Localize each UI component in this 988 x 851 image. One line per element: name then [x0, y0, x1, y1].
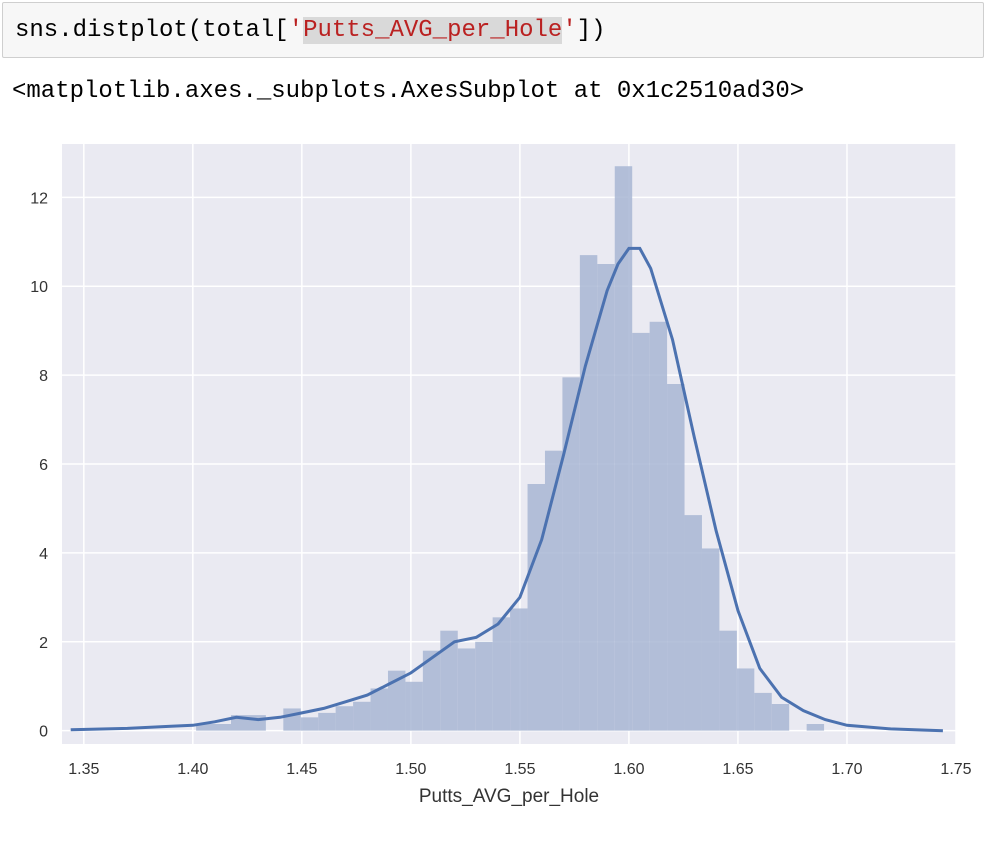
histogram-bar — [701, 548, 720, 731]
code-cell[interactable]: sns.distplot(total['Putts_AVG_per_Hole']… — [2, 2, 984, 58]
plot-output: 1.35 1.40 1.45 1.50 1.55 1.60 1.65 1.70 1.75 0 2 4… — [0, 130, 988, 846]
histogram-bars — [196, 166, 825, 731]
y-tick-label: 12 — [30, 190, 48, 207]
code-string-quote-close: ' — [562, 17, 577, 44]
histogram-bar — [649, 321, 668, 731]
histogram-bar — [614, 166, 633, 731]
histogram-bar — [196, 724, 231, 731]
x-tick-label: 1.35 — [68, 761, 99, 778]
y-tick-label: 0 — [39, 724, 48, 741]
y-tick-label: 6 — [39, 457, 48, 474]
histogram-bar — [387, 670, 406, 731]
histogram-bar — [806, 724, 825, 731]
y-tick-label: 2 — [39, 635, 48, 652]
kde-curve — [70, 246, 943, 733]
histogram-bar — [475, 641, 493, 731]
x-tick-label: 1.40 — [177, 761, 208, 778]
x-tick-label: 1.55 — [504, 761, 535, 778]
histogram-bar — [771, 704, 790, 731]
x-tick-label: 1.65 — [722, 761, 753, 778]
code-input[interactable]: sns.distplot(total['Putts_AVG_per_Hole']… — [15, 17, 606, 45]
histogram-bar — [632, 332, 650, 731]
code-prefix: sns.distplot(total[ — [15, 17, 289, 44]
histogram-bar — [457, 648, 476, 731]
histogram-bar — [318, 712, 336, 731]
histogram-bar — [597, 264, 615, 731]
histogram-bar — [736, 668, 755, 731]
histogram-bar — [335, 706, 354, 731]
y-tick-label: 4 — [39, 546, 48, 563]
code-string-literal: Putts_AVG_per_Hole — [303, 17, 563, 44]
histogram-bar — [527, 484, 545, 731]
histogram-bar — [405, 681, 423, 731]
x-tick-labels: 1.35 1.40 1.45 1.50 1.55 1.60 1.65 1.70 1.75 — [68, 761, 971, 778]
histogram-bar — [422, 650, 441, 731]
histogram-bar — [579, 255, 598, 731]
output-repr: <matplotlib.axes._subplots.AxesSubplot a… — [12, 78, 805, 105]
code-string-quote-open: ' — [288, 17, 304, 44]
histogram-bar — [667, 384, 685, 731]
histogram-bar — [684, 515, 702, 731]
distplot-chart: 1.35 1.40 1.45 1.50 1.55 1.60 1.65 1.70 1.75 0 2 4… — [30, 144, 972, 807]
histogram-bar — [562, 377, 580, 731]
histogram-bar — [353, 701, 371, 731]
histogram-bar — [510, 608, 528, 731]
y-tick-label: 10 — [30, 279, 48, 296]
histogram-bar — [300, 717, 319, 731]
code-suffix: ]) — [576, 17, 606, 44]
x-tick-label: 1.70 — [831, 761, 862, 778]
x-tick-label: 1.60 — [613, 761, 644, 778]
y-tick-label: 8 — [39, 368, 48, 385]
histogram-bar — [283, 708, 301, 731]
histogram-bar — [440, 630, 458, 731]
y-tick-labels: 0 2 4 6 8 10 12 — [30, 190, 48, 740]
histogram-bar — [492, 617, 511, 731]
x-tick-label: 1.45 — [286, 761, 317, 778]
x-axis-label: Putts_AVG_per_Hole — [419, 786, 599, 807]
histogram-bar — [719, 630, 737, 731]
histogram-bar — [544, 450, 563, 731]
histogram-bar — [754, 692, 772, 731]
histogram-bar — [370, 688, 388, 731]
x-tick-label: 1.75 — [940, 761, 971, 778]
x-tick-label: 1.50 — [395, 761, 426, 778]
